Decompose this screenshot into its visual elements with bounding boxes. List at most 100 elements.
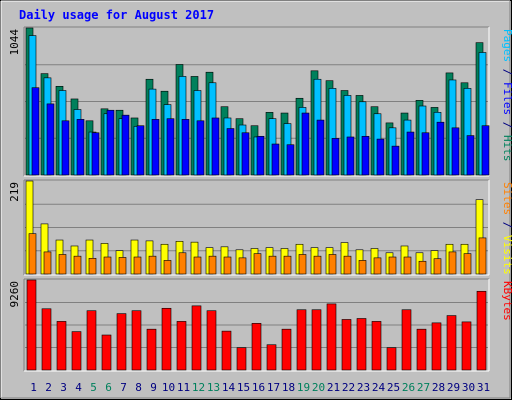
bar-kbytes-day-1 bbox=[26, 279, 37, 371]
y-axis-max-label: 1044 bbox=[8, 29, 21, 56]
x-tick-label: 24 bbox=[372, 381, 386, 394]
bar-sites-day-19 bbox=[298, 254, 307, 275]
bar-kbytes-day-25 bbox=[386, 347, 397, 371]
bar-kbytes-day-27 bbox=[416, 328, 427, 371]
bar-kbytes-day-24 bbox=[371, 321, 382, 371]
bar-pages-day-27 bbox=[421, 132, 430, 176]
bar-pages-day-25 bbox=[391, 145, 400, 176]
bar-pages-day-2 bbox=[46, 103, 55, 176]
x-tick-label: 21 bbox=[327, 381, 340, 394]
bar-sites-day-15 bbox=[238, 257, 247, 275]
bar-pages-day-13 bbox=[211, 117, 220, 176]
x-tick-label: 20 bbox=[312, 381, 325, 394]
bar-pages-day-11 bbox=[181, 119, 190, 176]
x-tick-label: 25 bbox=[387, 381, 400, 394]
x-tick-label: 27 bbox=[417, 381, 430, 394]
y-axis-max-label: 219 bbox=[8, 182, 21, 202]
legend-part: / bbox=[501, 215, 512, 235]
legend-part: Sites bbox=[501, 182, 512, 215]
bar-sites-day-10 bbox=[163, 260, 172, 275]
bar-pages-day-28 bbox=[436, 121, 445, 176]
bar-sites-day-27 bbox=[418, 260, 427, 275]
bar-kbytes-day-26 bbox=[401, 309, 412, 371]
bar-sites-day-26 bbox=[403, 256, 412, 275]
x-tick-label: 12 bbox=[192, 381, 205, 394]
x-tick-label: 31 bbox=[477, 381, 490, 394]
x-tick-label: 5 bbox=[90, 381, 97, 394]
x-tick-label: 11 bbox=[177, 381, 190, 394]
bar-kbytes-day-21 bbox=[326, 303, 337, 371]
legend-part: / bbox=[501, 62, 512, 82]
bar-pages-day-12 bbox=[196, 120, 205, 176]
chart-title: Daily usage for August 2017 bbox=[19, 8, 214, 22]
x-tick-label: 17 bbox=[267, 381, 280, 394]
bar-sites-day-6 bbox=[103, 256, 112, 275]
bar-pages-day-24 bbox=[376, 138, 385, 176]
bar-pages-day-22 bbox=[346, 136, 355, 176]
x-tick-label: 16 bbox=[252, 381, 265, 394]
bar-kbytes-day-16 bbox=[251, 323, 262, 371]
bar-kbytes-day-17 bbox=[266, 344, 277, 371]
x-tick-label: 14 bbox=[222, 381, 236, 394]
bar-sites-day-24 bbox=[373, 257, 382, 275]
bar-kbytes-day-8 bbox=[131, 310, 142, 371]
bar-sites-day-12 bbox=[193, 256, 202, 275]
legend-part: Visits bbox=[501, 235, 512, 275]
bar-sites-day-5 bbox=[88, 257, 97, 275]
bar-sites-day-23 bbox=[358, 260, 367, 275]
bar-kbytes-day-7 bbox=[116, 313, 127, 371]
bar-pages-day-17 bbox=[271, 143, 280, 176]
bar-sites-day-1 bbox=[28, 233, 37, 275]
bar-pages-day-9 bbox=[151, 119, 160, 176]
bar-sites-day-4 bbox=[73, 255, 82, 275]
bar-kbytes-day-15 bbox=[236, 347, 247, 371]
bar-sites-day-7 bbox=[118, 257, 127, 275]
bar-pages-day-16 bbox=[256, 135, 265, 176]
x-tick-label: 28 bbox=[432, 381, 445, 394]
legend-part: Hits bbox=[501, 135, 512, 162]
bar-sites-day-16 bbox=[253, 253, 262, 275]
x-tick-label: 23 bbox=[357, 381, 370, 394]
x-tick-label: 10 bbox=[162, 381, 175, 394]
x-tick-label: 30 bbox=[462, 381, 475, 394]
bar-kbytes-day-28 bbox=[431, 322, 442, 371]
bar-kbytes-day-4 bbox=[71, 331, 82, 371]
bar-kbytes-day-22 bbox=[341, 319, 352, 371]
legend-part: Pages bbox=[501, 29, 512, 62]
bar-kbytes-day-12 bbox=[191, 305, 202, 371]
legend-part: / bbox=[501, 115, 512, 135]
bar-kbytes-day-11 bbox=[176, 321, 187, 371]
x-tick-label: 19 bbox=[297, 381, 310, 394]
bar-pages-day-5 bbox=[91, 132, 100, 176]
bar-kbytes-day-31 bbox=[476, 290, 487, 371]
bar-pages-day-30 bbox=[466, 135, 475, 176]
bar-pages-day-6 bbox=[106, 109, 115, 176]
bar-pages-day-19 bbox=[301, 112, 310, 176]
bar-sites-day-9 bbox=[148, 255, 157, 275]
bar-kbytes-day-3 bbox=[56, 321, 67, 371]
bar-pages-day-23 bbox=[361, 135, 370, 176]
x-tick-label: 22 bbox=[342, 381, 355, 394]
bar-sites-day-31 bbox=[478, 237, 487, 275]
bar-kbytes-day-10 bbox=[161, 307, 172, 371]
bar-kbytes-day-9 bbox=[146, 328, 157, 371]
x-tick-label: 1 bbox=[30, 381, 37, 394]
panel-legend-label: Sites / Visits bbox=[501, 182, 512, 275]
bar-kbytes-day-30 bbox=[461, 321, 472, 371]
bar-kbytes-day-19 bbox=[296, 309, 307, 371]
panel-legend-label: KBytes bbox=[501, 281, 512, 321]
bar-sites-day-21 bbox=[328, 254, 337, 275]
bar-sites-day-11 bbox=[178, 252, 187, 275]
bar-kbytes-day-23 bbox=[356, 318, 367, 371]
bar-pages-day-18 bbox=[286, 144, 295, 176]
bar-pages-day-31 bbox=[481, 125, 490, 176]
bar-pages-day-26 bbox=[406, 131, 415, 176]
bar-pages-day-1 bbox=[31, 87, 40, 176]
bar-kbytes-day-18 bbox=[281, 328, 292, 371]
bar-pages-day-15 bbox=[241, 132, 250, 176]
bar-kbytes-day-5 bbox=[86, 310, 97, 371]
y-axis-max-label: 9260 bbox=[8, 281, 21, 308]
legend-part: Files bbox=[501, 82, 512, 115]
bar-kbytes-day-14 bbox=[221, 330, 232, 371]
x-tick-label: 6 bbox=[105, 381, 112, 394]
